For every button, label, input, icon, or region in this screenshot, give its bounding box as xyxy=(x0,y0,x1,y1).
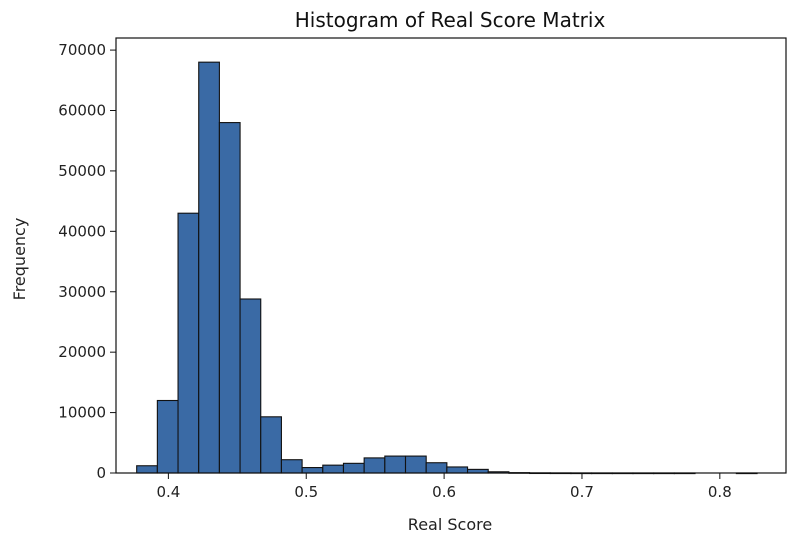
histogram-bar-12 xyxy=(384,455,407,474)
histogram-bar-8 xyxy=(301,467,324,474)
y-tick-label-7: 70000 xyxy=(58,41,106,59)
x-tick-label-4: 0.8 xyxy=(708,483,732,501)
x-tick-label-1: 0.5 xyxy=(294,483,318,501)
histogram-bar-0 xyxy=(136,465,158,474)
x-tick-label-3: 0.7 xyxy=(570,483,594,501)
histogram-bar-4 xyxy=(218,122,241,474)
histogram-bar-13 xyxy=(404,455,427,474)
histogram-bar-6 xyxy=(260,416,282,474)
bars-group xyxy=(136,61,758,475)
histogram-bar-15 xyxy=(446,466,469,474)
histogram-bar-9 xyxy=(322,464,345,474)
y-tick-label-2: 20000 xyxy=(58,343,106,361)
chart-title: Histogram of Real Score Matrix xyxy=(295,8,606,32)
x-tick-label-0: 0.4 xyxy=(156,483,180,501)
histogram-bar-14 xyxy=(425,462,448,474)
histogram-bar-5 xyxy=(239,298,262,474)
histogram-bar-2 xyxy=(177,212,200,474)
histogram-bar-7 xyxy=(280,459,303,474)
histogram-bar-10 xyxy=(342,462,365,474)
y-tick-label-0: 0 xyxy=(96,464,106,482)
plot-frame xyxy=(115,37,787,474)
x-axis: 0.4 0.5 0.6 0.7 0.8 xyxy=(156,473,732,501)
histogram-bar-3 xyxy=(198,61,220,474)
y-tick-label-4: 40000 xyxy=(58,222,106,240)
y-tick-label-1: 10000 xyxy=(58,404,106,422)
histogram-bar-1 xyxy=(156,399,179,474)
y-axis: 0 10000 20000 30000 40000 50000 60000 70000 xyxy=(58,41,116,482)
x-tick-label-2: 0.6 xyxy=(432,483,456,501)
y-tick-label-5: 50000 xyxy=(58,162,106,180)
histogram-bar-11 xyxy=(363,457,386,474)
y-tick-label-3: 30000 xyxy=(58,283,106,301)
y-tick-label-6: 60000 xyxy=(58,102,106,120)
x-axis-title: Real Score xyxy=(408,515,492,534)
y-axis-title: Frequency xyxy=(10,218,29,301)
